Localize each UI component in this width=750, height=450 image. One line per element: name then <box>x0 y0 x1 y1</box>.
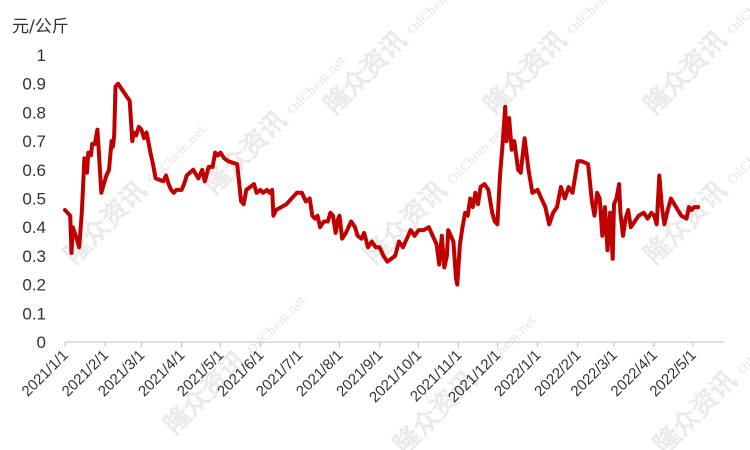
y-tick-label: 0.6 <box>22 161 46 180</box>
watermark-subtext: OilChem.net <box>725 123 750 187</box>
y-axis-ticks: 0 0.1 0.2 0.3 0.4 0.5 0.6 0.7 0.8 0.9 1 <box>22 46 46 352</box>
y-tick-label: 0.7 <box>22 132 46 151</box>
y-tick-label: 0.4 <box>22 218 46 237</box>
y-tick-label: 0.2 <box>22 276 46 295</box>
y-tick-label: 0.5 <box>22 190 46 209</box>
watermark-text: 隆众资讯 <box>638 26 733 121</box>
watermark-text: 隆众资讯 <box>478 26 573 121</box>
series-line-0 <box>63 81 701 287</box>
y-tick-label: 0.3 <box>22 247 46 266</box>
watermark-subtext: OilChem.net <box>405 0 469 37</box>
y-tick-label: 0.8 <box>22 103 46 122</box>
watermark-subtext: OilChem.net <box>565 0 629 37</box>
y-tick-label: 1 <box>37 46 46 65</box>
y-tick-label: 0.9 <box>22 75 46 94</box>
y-tick-label: 0 <box>37 333 46 352</box>
watermark-subtext: OilChem.net <box>735 313 750 377</box>
watermark-text: 隆众资讯 <box>58 176 153 271</box>
y-tick-label: 0.1 <box>22 304 46 323</box>
series-layer <box>63 81 701 287</box>
watermark-text: 隆众资讯 <box>638 176 733 271</box>
x-axis: 2021/1/12021/2/12021/3/12021/4/12021/5/1… <box>19 341 724 406</box>
watermark-subtext: OilChem.net <box>725 0 750 37</box>
watermark-text: 隆众资讯 <box>198 106 293 201</box>
y-unit-label: 元/公斤 <box>12 17 69 37</box>
